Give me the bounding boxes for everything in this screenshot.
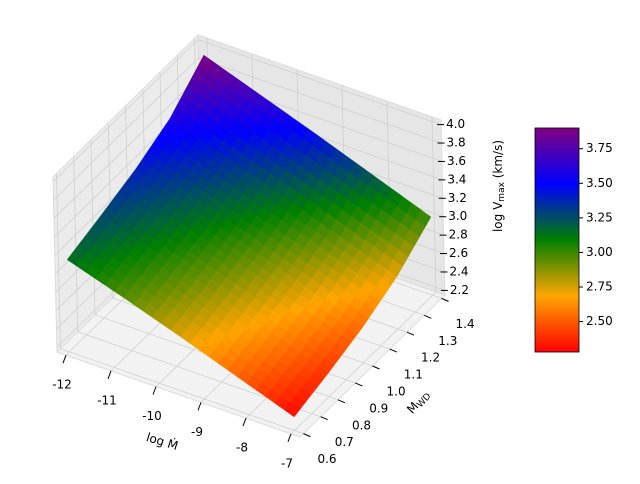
x-tick [107,370,112,380]
x-tick-label: -8 [236,441,248,455]
x-tick-label: -7 [281,456,293,470]
y-tick [389,348,397,353]
z-axis-label: log Vmax (km/s) [491,140,507,232]
z-tick-label: 3.2 [448,191,467,205]
surface-cell [339,175,432,277]
y-tick-label: 0.6 [317,452,336,466]
x-tick [197,402,202,411]
x-tick [287,433,292,443]
y-tick [372,365,380,370]
grid-line [60,348,304,434]
grid-line [431,116,437,292]
surface-cell [180,292,273,378]
z-tick-label: 2.8 [449,228,468,242]
y-tick [337,399,346,404]
y-tick-label: 0.7 [335,435,354,449]
y-axis-label: MWD [404,387,433,417]
y-tick-label: 1.4 [456,317,475,331]
y-tick [441,297,449,302]
surface-cell [248,196,341,288]
grid-line [73,156,79,332]
surface-cell [305,236,398,328]
y-tick-label: 1.3 [438,334,457,348]
z-tick-label: 2.2 [450,283,469,297]
y-tick [320,416,328,421]
y-tick [355,382,363,387]
colorbar-tick-label: 3.25 [586,210,613,224]
colorbar-tick-label: 3.75 [586,141,613,155]
z-tick-label: 4.0 [446,117,465,131]
grid-line [197,39,442,125]
z-tick-label: 3.6 [447,154,466,168]
surface-cell [236,332,329,418]
z-tick-label: 3.0 [448,209,467,223]
y-tick [406,331,415,336]
x-tick-label: -10 [142,409,162,423]
z-tick-label: 2.4 [449,264,468,278]
x-tick-label: -12 [52,378,72,392]
surface-cell [66,214,159,299]
surface-cell [101,168,193,255]
y-tick-label: 1.0 [387,385,406,399]
surface-cell [271,286,364,374]
grid-line [52,39,199,182]
z-axis-label-main: log V [491,201,505,232]
z-tick-label: 2.6 [449,246,468,260]
colorbar-tick-label: 2.50 [586,314,613,328]
x-axis-label: log Ṁ [145,429,180,453]
grid-line [53,57,199,201]
y-tick-label: 0.8 [352,418,371,432]
surface-cell [169,54,261,159]
surface-cell [157,207,250,294]
y-tick-label: 1.1 [404,368,423,382]
colorbar [534,127,580,353]
grid-line [53,76,200,219]
x-tick [152,386,157,395]
surface-patch [284,402,301,418]
x-tick [62,354,67,364]
grid-line [198,57,442,144]
y-tick [424,314,432,319]
y-tick [303,433,311,438]
z-tick-label: 3.4 [447,172,466,186]
surface-cell [214,246,307,334]
y-tick-label: 0.9 [369,401,388,415]
x-tick [242,417,247,427]
colorbar-tick-label: 3.50 [586,176,613,190]
y-tick-label: 1.2 [421,351,440,365]
z-tick-label: 3.8 [447,136,466,150]
surface-cell [192,157,284,248]
colorbar-tick-label: 2.75 [586,280,613,294]
surface-cell [123,253,216,338]
z-axis-label-unit: (km/s) [491,140,505,182]
surface-cell [135,118,228,209]
colorbar-tick-label: 3.00 [586,245,613,259]
x-tick-label: -11 [97,393,117,407]
x-tick-label: -9 [191,425,203,439]
grid-line [56,173,61,349]
z-axis-label-sub: max [497,181,507,201]
